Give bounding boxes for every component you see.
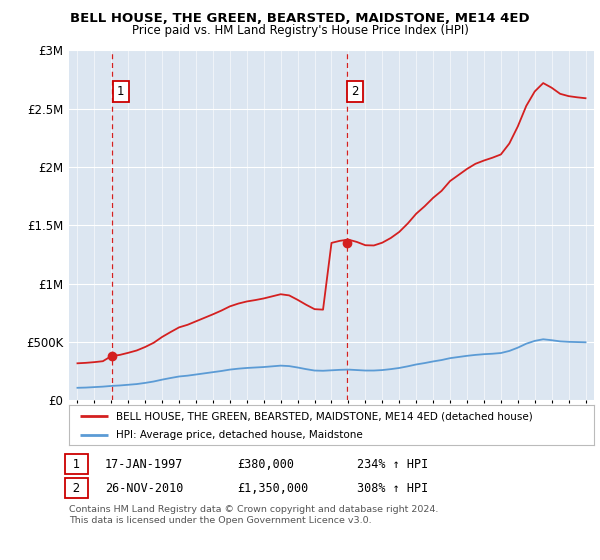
Text: 1: 1 [117, 85, 124, 98]
Text: 234% ↑ HPI: 234% ↑ HPI [357, 458, 428, 470]
Text: £1,350,000: £1,350,000 [237, 482, 308, 494]
Text: HPI: Average price, detached house, Maidstone: HPI: Average price, detached house, Maid… [116, 430, 363, 440]
Text: 26-NOV-2010: 26-NOV-2010 [105, 482, 184, 494]
Text: Contains HM Land Registry data © Crown copyright and database right 2024.
This d: Contains HM Land Registry data © Crown c… [69, 505, 439, 525]
Text: 17-JAN-1997: 17-JAN-1997 [105, 458, 184, 470]
Text: BELL HOUSE, THE GREEN, BEARSTED, MAIDSTONE, ME14 4ED: BELL HOUSE, THE GREEN, BEARSTED, MAIDSTO… [70, 12, 530, 25]
Text: £380,000: £380,000 [237, 458, 294, 470]
Text: Price paid vs. HM Land Registry's House Price Index (HPI): Price paid vs. HM Land Registry's House … [131, 24, 469, 37]
Text: 308% ↑ HPI: 308% ↑ HPI [357, 482, 428, 494]
Text: 2: 2 [69, 482, 84, 494]
Text: BELL HOUSE, THE GREEN, BEARSTED, MAIDSTONE, ME14 4ED (detached house): BELL HOUSE, THE GREEN, BEARSTED, MAIDSTO… [116, 411, 533, 421]
Text: 1: 1 [69, 458, 84, 470]
Text: 2: 2 [352, 85, 359, 98]
